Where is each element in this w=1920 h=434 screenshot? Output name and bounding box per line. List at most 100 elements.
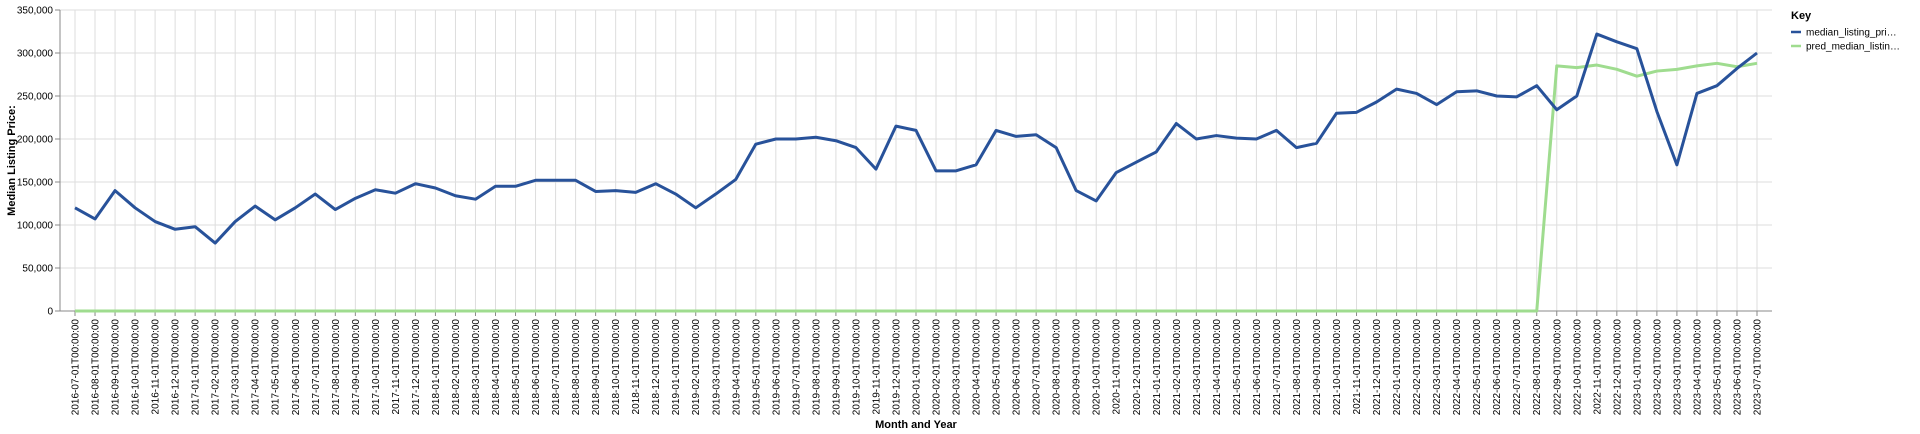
x-tick-label: 2020-01-01T00:00:00 [912,319,923,416]
legend-title: Key [1791,10,1812,22]
y-axis: 0 50,000 100,000 150,000 200,000 250,000 300,0… [17,6,61,318]
y-tick-label: 200,000 [17,135,54,146]
x-tick-label: 2017-10-01T00:00:00 [371,319,382,416]
x-tick-label: 2020-02-01T00:00:00 [932,319,943,416]
x-tick-label: 2016-08-01T00:00:00 [91,319,102,416]
x-tick-label: 2022-07-01T00:00:00 [1512,319,1523,416]
x-tick-label: 2020-05-01T00:00:00 [992,319,1003,416]
x-tick-label: 2018-01-01T00:00:00 [431,319,442,416]
x-tick-label: 2021-05-01T00:00:00 [1232,319,1243,416]
series-line-1 [75,61,1758,313]
x-tick-label: 2019-04-01T00:00:00 [731,319,742,416]
x-tick-label: 2019-07-01T00:00:00 [791,319,802,416]
x-tick-label: 2020-08-01T00:00:00 [1052,319,1063,416]
x-tick-label: 2020-07-01T00:00:00 [1032,319,1043,416]
x-tick-label: 2017-04-01T00:00:00 [251,319,262,416]
x-tick-label: 2018-07-01T00:00:00 [551,319,562,416]
y-tick-label: 50,000 [22,264,53,275]
x-tick-label: 2019-03-01T00:00:00 [711,319,722,416]
x-tick-label: 2017-03-01T00:00:00 [231,319,242,416]
x-tick-label: 2018-03-01T00:00:00 [471,319,482,416]
x-tick-label: 2022-05-01T00:00:00 [1472,319,1483,416]
x-tick-label: 2017-08-01T00:00:00 [331,319,342,416]
y-tick-label: 0 [47,307,53,318]
x-tick-label: 2020-09-01T00:00:00 [1072,319,1083,416]
legend-label-0: median_listing_pri… [1806,28,1897,39]
x-axis-title: Month and Year [875,419,957,431]
x-tick-label: 2023-03-01T00:00:00 [1672,319,1683,416]
x-tick-label: 2018-11-01T00:00:00 [631,319,642,415]
x-tick-label: 2021-09-01T00:00:00 [1312,319,1323,416]
y-tick-label: 300,000 [17,49,54,60]
x-tick-label: 2021-12-01T00:00:00 [1372,319,1383,416]
x-tick-label: 2018-08-01T00:00:00 [571,319,582,416]
x-tick-label: 2023-04-01T00:00:00 [1692,319,1703,416]
x-tick-label: 2016-07-01T00:00:00 [71,319,82,416]
x-tick-label: 2022-06-01T00:00:00 [1492,319,1503,416]
x-tick-label: 2022-01-01T00:00:00 [1392,319,1403,416]
x-tick-label: 2018-05-01T00:00:00 [511,319,522,416]
x-tick-label: 2021-02-01T00:00:00 [1172,319,1183,416]
series-layer [74,32,1758,313]
x-tick-label: 2021-01-01T00:00:00 [1152,319,1163,416]
legend: Key median_listing_pri… pred_median_listi… [1791,10,1900,53]
x-tick-label: 2017-09-01T00:00:00 [351,319,362,416]
x-tick-label: 2017-12-01T00:00:00 [411,319,422,416]
x-tick-label: 2018-12-01T00:00:00 [651,319,662,416]
x-tick-label: 2019-06-01T00:00:00 [771,319,782,416]
gridlines [60,9,1772,312]
x-tick-label: 2021-03-01T00:00:00 [1192,319,1203,416]
x-tick-label: 2017-02-01T00:00:00 [211,319,222,416]
x-tick-label: 2022-12-01T00:00:00 [1612,319,1623,416]
x-tick-label: 2022-08-01T00:00:00 [1532,319,1543,416]
x-tick-label: 2020-06-01T00:00:00 [1012,319,1023,416]
x-axis: 2016-07-01T00:00:00 2016-08-01T00:00:00 20… [60,310,1772,416]
x-tick-label: 2022-03-01T00:00:00 [1432,319,1443,416]
x-tick-label: 2019-12-01T00:00:00 [891,319,902,416]
x-tick-label: 2018-06-01T00:00:00 [531,319,542,416]
x-tick-label: 2018-02-01T00:00:00 [451,319,462,416]
x-tick-label: 2019-01-01T00:00:00 [671,319,682,416]
x-tick-label: 2021-04-01T00:00:00 [1212,319,1223,416]
x-tick-label: 2022-02-01T00:00:00 [1412,319,1423,416]
x-tick-label: 2019-11-01T00:00:00 [871,319,882,415]
x-tick-label: 2018-09-01T00:00:00 [591,319,602,416]
y-tick-label: 350,000 [17,6,54,17]
x-tick-label: 2019-05-01T00:00:00 [751,319,762,416]
y-axis-title: Median Listing Price: [6,105,18,216]
y-tick-label: 250,000 [17,92,54,103]
x-tick-label: 2017-01-01T00:00:00 [191,319,202,416]
x-tick-label: 2021-07-01T00:00:00 [1272,319,1283,416]
x-tick-label: 2020-03-01T00:00:00 [952,319,963,416]
x-tick-label: 2023-02-01T00:00:00 [1652,319,1663,416]
x-tick-label: 2017-06-01T00:00:00 [291,319,302,416]
x-tick-label: 2023-06-01T00:00:00 [1732,319,1743,416]
x-tick-label: 2020-11-01T00:00:00 [1112,319,1123,415]
x-tick-label: 2017-07-01T00:00:00 [311,319,322,416]
x-tick-label: 2019-09-01T00:00:00 [831,319,842,416]
x-tick-label: 2016-11-01T00:00:00 [151,319,162,415]
x-tick-label: 2023-05-01T00:00:00 [1712,319,1723,416]
x-tick-label: 2020-12-01T00:00:00 [1132,319,1143,416]
x-tick-label: 2019-02-01T00:00:00 [691,319,702,416]
x-tick-label: 2020-10-01T00:00:00 [1092,319,1103,416]
x-tick-label: 2022-09-01T00:00:00 [1552,319,1563,416]
x-tick-label: 2018-10-01T00:00:00 [611,319,622,416]
x-tick-label: 2017-05-01T00:00:00 [271,319,282,416]
x-tick-label: 2023-01-01T00:00:00 [1632,319,1643,416]
x-tick-label: 2021-11-01T00:00:00 [1352,319,1363,415]
x-tick-label: 2017-11-01T00:00:00 [391,319,402,415]
legend-label-1: pred_median_listin… [1806,42,1900,53]
x-tick-label: 2020-04-01T00:00:00 [972,319,983,416]
x-tick-label: 2016-09-01T00:00:00 [111,319,122,416]
x-tick-label: 2018-04-01T00:00:00 [491,319,502,416]
x-tick-label: 2021-10-01T00:00:00 [1332,319,1343,416]
x-tick-label: 2022-10-01T00:00:00 [1572,319,1583,416]
x-tick-label: 2016-10-01T00:00:00 [131,319,142,416]
x-tick-label: 2019-10-01T00:00:00 [851,319,862,416]
series-line-0 [74,32,1758,245]
x-tick-label: 2016-12-01T00:00:00 [171,319,182,416]
y-tick-label: 150,000 [17,178,54,189]
x-tick-label: 2022-11-01T00:00:00 [1592,319,1603,415]
